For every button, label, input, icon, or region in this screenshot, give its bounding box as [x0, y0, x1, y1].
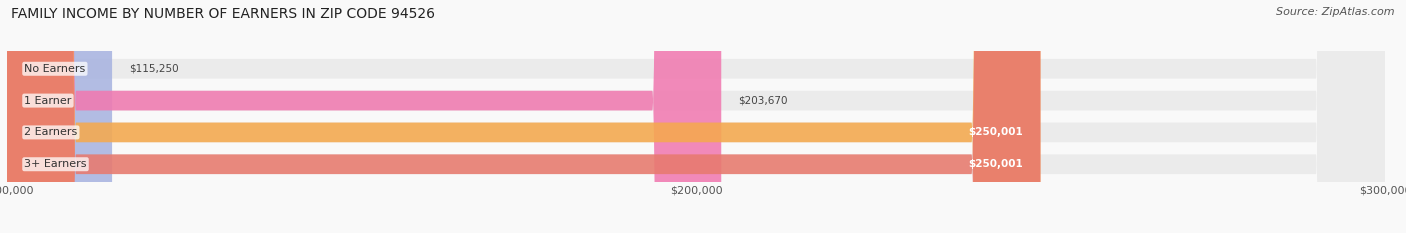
Text: 2 Earners: 2 Earners — [24, 127, 77, 137]
FancyBboxPatch shape — [7, 0, 1385, 233]
Text: 1 Earner: 1 Earner — [24, 96, 72, 106]
FancyBboxPatch shape — [7, 0, 721, 233]
Text: FAMILY INCOME BY NUMBER OF EARNERS IN ZIP CODE 94526: FAMILY INCOME BY NUMBER OF EARNERS IN ZI… — [11, 7, 436, 21]
FancyBboxPatch shape — [7, 0, 1040, 233]
FancyBboxPatch shape — [7, 0, 1040, 233]
FancyBboxPatch shape — [7, 0, 1385, 233]
Text: $250,001: $250,001 — [969, 127, 1024, 137]
FancyBboxPatch shape — [7, 0, 1385, 233]
Text: No Earners: No Earners — [24, 64, 86, 74]
FancyBboxPatch shape — [7, 0, 1385, 233]
Text: $115,250: $115,250 — [129, 64, 179, 74]
Text: 3+ Earners: 3+ Earners — [24, 159, 87, 169]
Text: $250,001: $250,001 — [969, 159, 1024, 169]
Text: Source: ZipAtlas.com: Source: ZipAtlas.com — [1277, 7, 1395, 17]
FancyBboxPatch shape — [7, 0, 112, 233]
Text: $203,670: $203,670 — [738, 96, 787, 106]
